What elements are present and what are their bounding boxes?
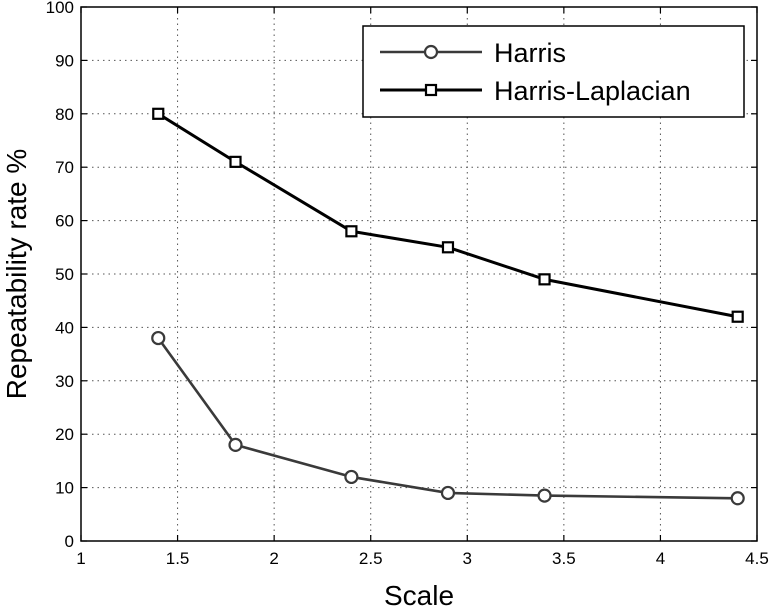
x-tick-label: 2	[269, 549, 278, 568]
axis-ticks: 1 1.5 2 2.5 3 3.5 4 4.5 0 10 20 30 40 50 60 70 80 90 100	[46, 0, 769, 568]
x-tick-label: 3.5	[552, 549, 576, 568]
y-tick-label: 0	[65, 532, 74, 551]
series-layer	[151, 107, 745, 506]
y-tick-label: 40	[55, 318, 74, 337]
data-point-harris-laplacian	[152, 107, 165, 120]
y-tick-label: 90	[55, 51, 74, 70]
y-axis-label: Repeatability rate %	[1, 149, 32, 400]
x-tick-label: 2.5	[359, 549, 383, 568]
data-point-harris-laplacian	[731, 310, 744, 323]
series-line-harris	[157, 337, 738, 500]
legend: Harris Harris-Laplacian	[362, 25, 745, 118]
x-tick-label: 1.5	[166, 549, 190, 568]
legend-item-harris: Harris	[380, 38, 566, 68]
x-tick-label: 4.5	[745, 549, 769, 568]
data-point-harris	[440, 485, 456, 501]
legend-box	[362, 25, 745, 118]
legend-label-harris-laplacian: Harris-Laplacian	[494, 76, 691, 106]
legend-marker-harris	[423, 44, 439, 60]
y-tick-label: 20	[55, 425, 74, 444]
data-point-harris	[344, 469, 359, 485]
legend-marker-harris-laplacian	[424, 83, 438, 97]
legend-item-harris-laplacian: Harris-Laplacian	[380, 76, 691, 106]
x-tick-label: 1	[76, 549, 85, 568]
series-line-harris-laplacian	[157, 112, 738, 319]
data-point-harris-laplacian	[345, 225, 358, 238]
y-tick-label: 50	[55, 265, 74, 284]
y-tick-label: 10	[55, 479, 74, 498]
y-tick-label: 30	[55, 372, 74, 391]
y-tick-label: 60	[55, 212, 74, 231]
data-point-harris-laplacian	[229, 155, 242, 168]
x-tick-label: 4	[656, 549, 665, 568]
x-tick-label: 3	[463, 549, 472, 568]
data-point-harris	[730, 491, 745, 506]
y-tick-label: 70	[55, 158, 74, 177]
data-point-harris	[151, 330, 166, 346]
y-tick-label: 80	[55, 105, 74, 124]
data-point-harris	[228, 437, 243, 452]
data-point-harris	[537, 488, 552, 503]
data-point-harris-laplacian	[538, 273, 551, 286]
legend-label-harris: Harris	[494, 38, 566, 68]
y-tick-label: 100	[46, 0, 74, 17]
x-axis-label: Scale	[384, 580, 454, 611]
data-point-harris-laplacian	[441, 241, 455, 254]
